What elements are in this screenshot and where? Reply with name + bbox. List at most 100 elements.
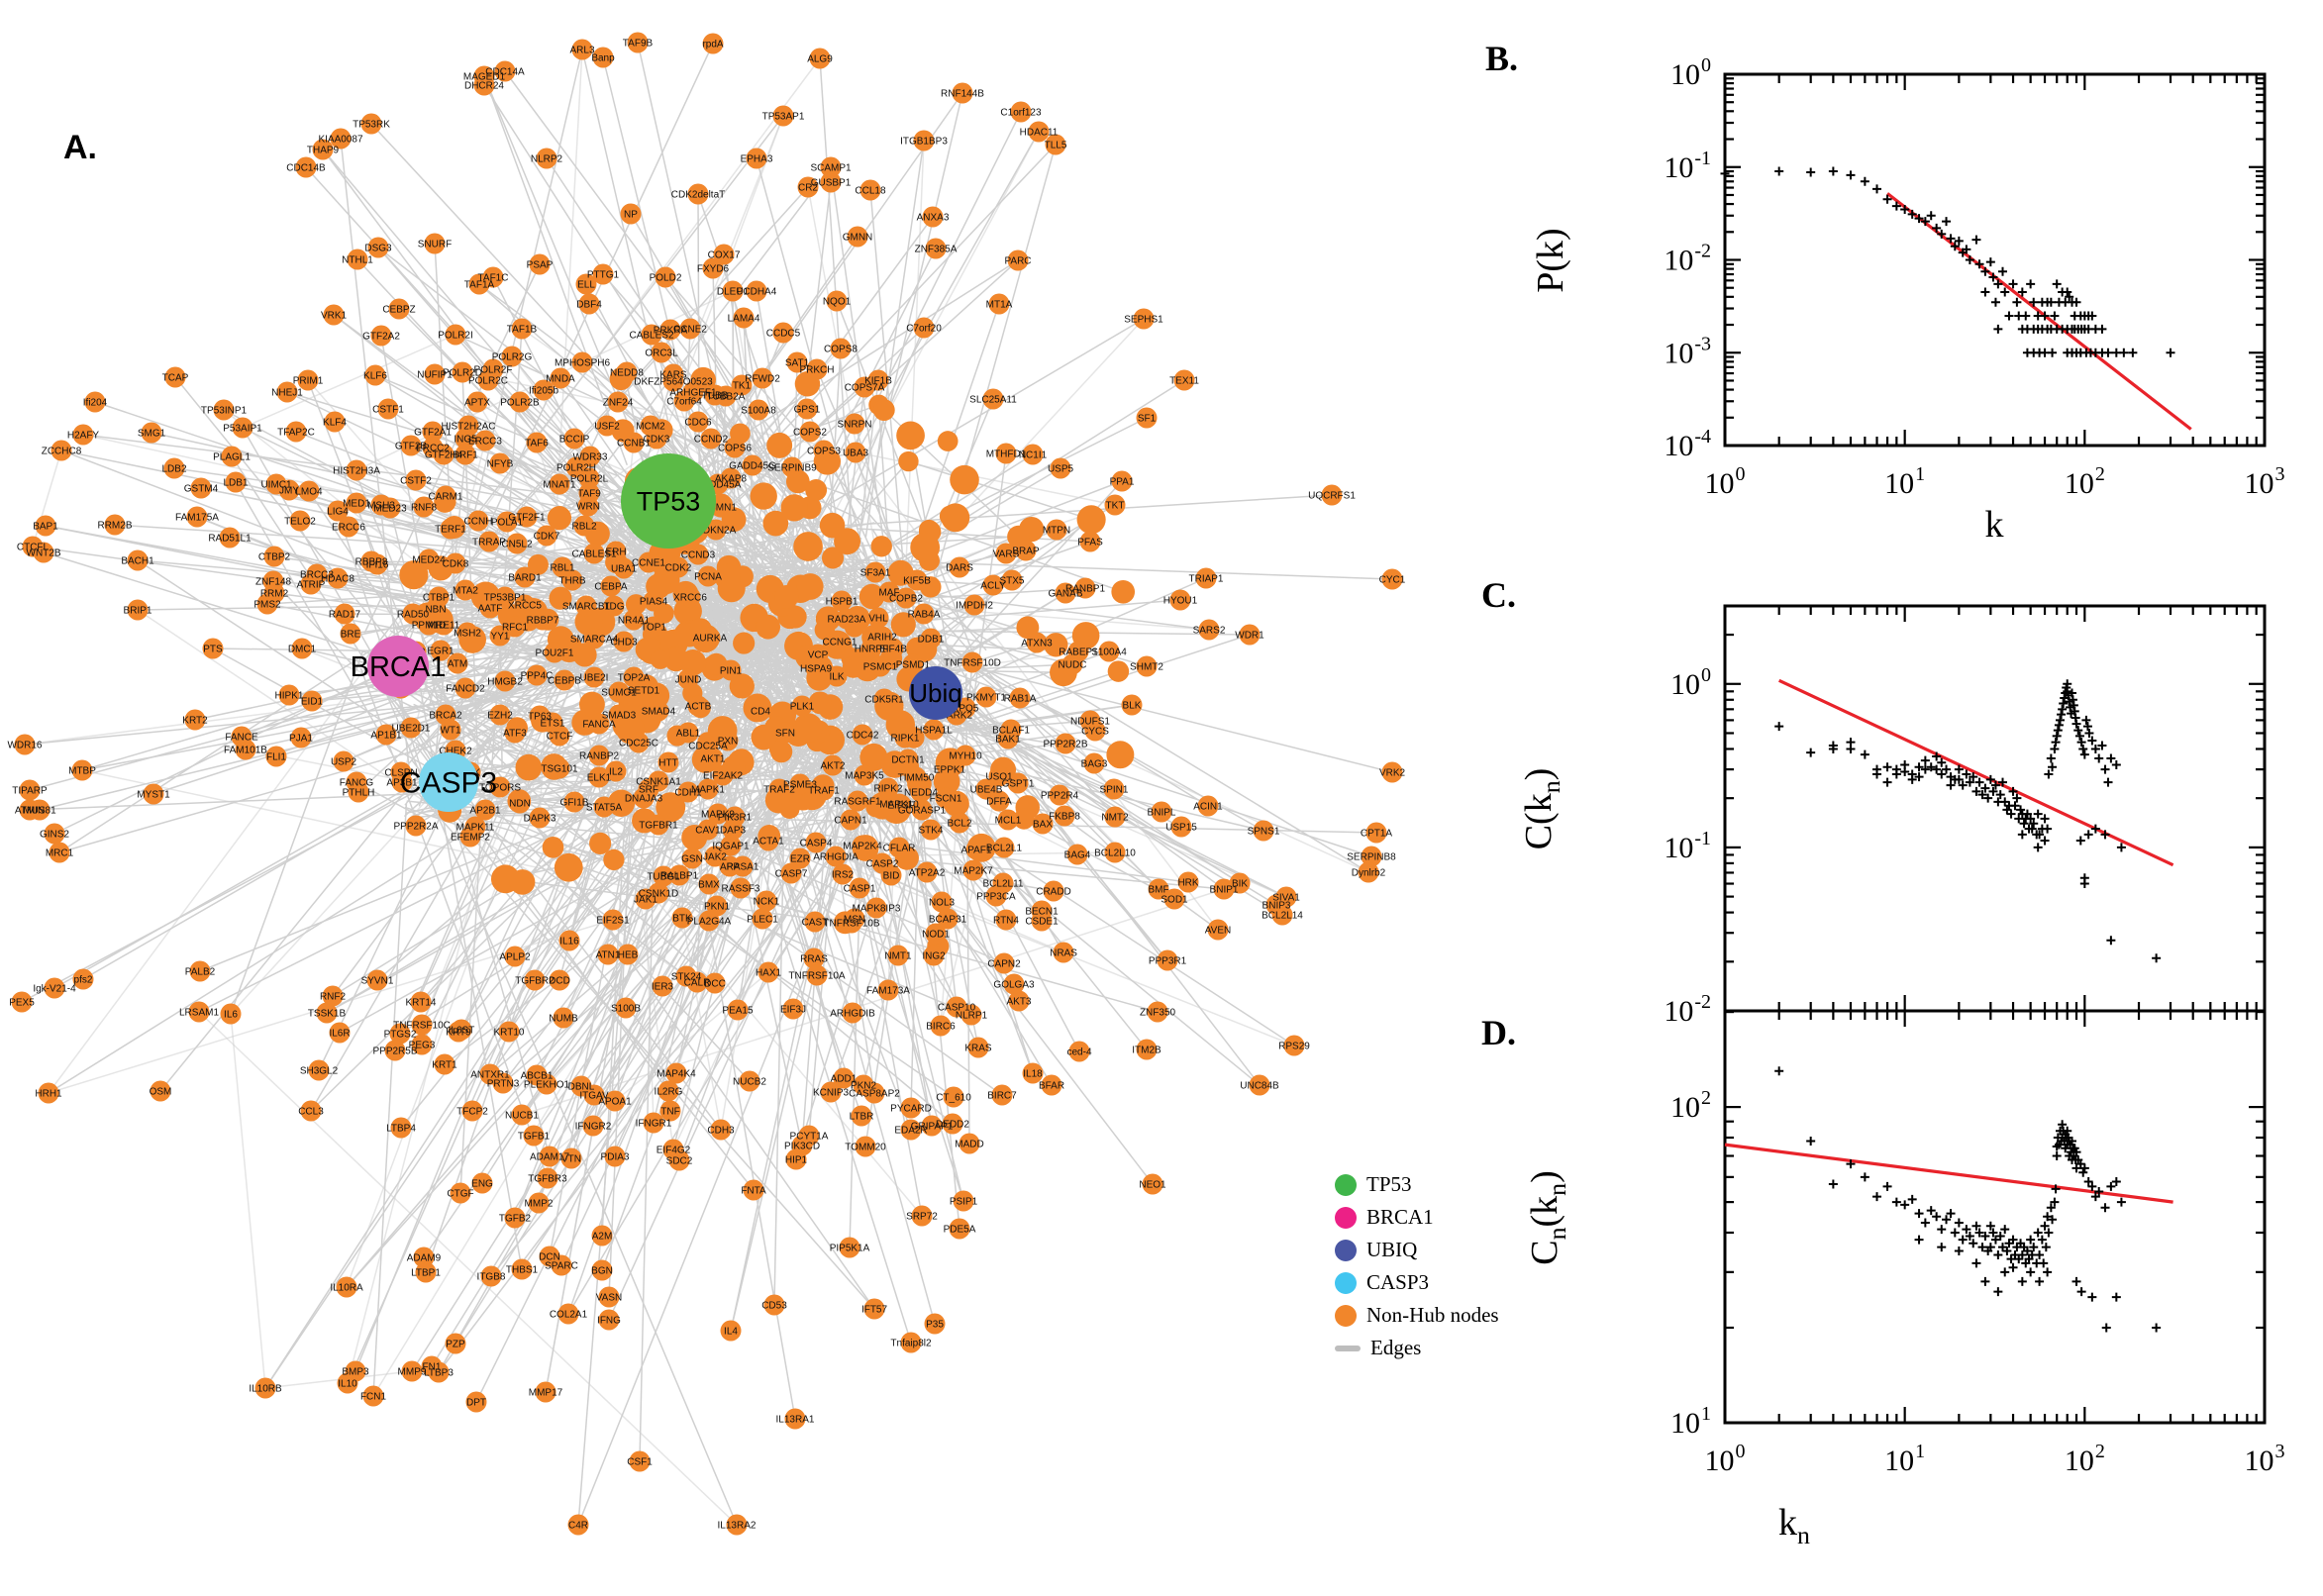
network-node — [44, 977, 65, 999]
network-node-label: EIF4B — [879, 645, 907, 655]
network-node — [570, 1075, 592, 1097]
network-node-label: CCNE2 — [673, 325, 707, 336]
network-node-label: CCND3 — [681, 550, 716, 561]
network-node-label: ORC3L — [645, 349, 678, 359]
network-node-label: SMN1 — [709, 503, 737, 514]
network-node-label: IL10RB — [249, 1384, 282, 1395]
network-node — [638, 551, 659, 573]
network-node — [731, 374, 753, 396]
network-node-label: ING5 — [454, 435, 477, 446]
network-node-label: LIG4 — [327, 507, 349, 518]
network-node — [720, 835, 742, 856]
network-node-label: P53AIP1 — [223, 424, 262, 435]
tick-label: 100 — [1670, 54, 1711, 91]
network-node — [923, 945, 945, 966]
network-node — [808, 691, 832, 715]
network-node-label: WDR33 — [572, 452, 607, 463]
network-node-label: Igk-V21-4 — [33, 984, 76, 995]
network-node-label: NBN — [425, 605, 446, 616]
network-node-label: TIPARP — [12, 786, 48, 797]
network-node — [746, 280, 767, 302]
network-node — [877, 979, 899, 1001]
network-node-label: MNAT1 — [543, 480, 576, 491]
network-node-label: KRAS — [964, 1044, 992, 1054]
network-node — [235, 739, 256, 760]
network-node-label: MTHFD1 — [986, 449, 1027, 460]
network-node — [529, 253, 551, 275]
network-node-label: NDUFS1 — [1070, 717, 1110, 728]
network-node — [854, 376, 875, 398]
network-node-label: TGFB2 — [499, 1214, 532, 1225]
network-node-label: POLR2D — [443, 368, 482, 379]
network-node — [1136, 407, 1158, 429]
network-node — [880, 864, 902, 886]
network-node-label: SNURF — [418, 240, 452, 250]
network-node-label: VARS — [993, 549, 1020, 560]
network-node-label: POLR2G — [492, 352, 533, 363]
network-node-label: TNFRSF10A — [788, 971, 846, 982]
network-node — [501, 346, 523, 367]
network-node — [84, 391, 106, 413]
network-node-label: FANCA — [582, 720, 616, 731]
network-node-label: GTF2F1 — [508, 513, 546, 524]
network-node — [346, 459, 367, 481]
network-node — [839, 1237, 860, 1258]
network-node — [667, 556, 689, 578]
network-node-label: SETD1 — [628, 686, 660, 697]
network-node — [937, 908, 959, 930]
network-node — [985, 885, 1007, 907]
network-node-label: IL6ST — [449, 1026, 475, 1037]
network-node — [334, 603, 355, 625]
network-node-label: S100A4 — [1091, 648, 1127, 658]
network-node-label: CDK2 — [665, 563, 692, 574]
network-node — [791, 695, 813, 717]
network-node — [337, 1372, 358, 1394]
network-node-label: PRIM1 — [293, 376, 324, 387]
network-node-label: BNIP3 — [1262, 901, 1291, 912]
network-node-label: TRAF1 — [808, 786, 840, 797]
network-node-label: GOLGA3 — [993, 980, 1035, 991]
network-node-label: VTN — [561, 1154, 581, 1165]
network-node-label: NUFIP1 — [417, 370, 453, 381]
network-node-label: UBE4B — [970, 785, 1003, 796]
network-node — [575, 273, 597, 295]
network-node-label: COX17 — [708, 250, 741, 261]
network-node-label: POLR2L — [570, 474, 609, 485]
network-node-label: SERPINB9 — [767, 463, 817, 474]
network-node — [312, 139, 334, 160]
network-node — [963, 594, 985, 616]
network-node-label: PEX5 — [9, 998, 35, 1009]
network-node — [797, 176, 819, 198]
network-node-label: BRCA2 — [429, 711, 462, 722]
network-node — [852, 835, 873, 856]
network-node — [877, 777, 899, 799]
network-node-label: BIRC7 — [987, 1091, 1017, 1102]
network-node-label: VRK1 — [321, 311, 348, 322]
network-node — [289, 510, 311, 532]
network-node-label: BCCIP — [559, 435, 590, 446]
network-node-label: ZCCHC8 — [42, 447, 82, 457]
network-node-label: LTBP1 — [411, 1268, 441, 1279]
network-node-label: CSF1 — [627, 1457, 653, 1468]
network-node-label: AATF — [478, 604, 503, 615]
network-node-label: ITM2B — [1132, 1046, 1162, 1056]
network-node — [890, 794, 912, 816]
network-node-label: BCL2 — [947, 819, 971, 830]
network-node — [424, 363, 446, 385]
network-node-label: GUSBP1 — [811, 178, 852, 189]
network-node-label: TAF6 — [525, 439, 549, 449]
network-node — [544, 642, 565, 663]
network-node — [549, 473, 570, 495]
network-node — [750, 700, 771, 722]
network-node-label: JMY — [279, 486, 299, 497]
network-node-label: UBE2D1 — [392, 724, 431, 735]
network-node — [720, 467, 742, 489]
network-node — [572, 643, 597, 667]
network-node-label: BGN — [591, 1266, 613, 1277]
network-node-label: KCNIP3 — [813, 1088, 850, 1099]
network-node — [435, 704, 456, 726]
network-node-label: ATM — [448, 659, 467, 670]
network-node-label: RNF2 — [320, 992, 347, 1003]
network-node — [478, 531, 500, 552]
